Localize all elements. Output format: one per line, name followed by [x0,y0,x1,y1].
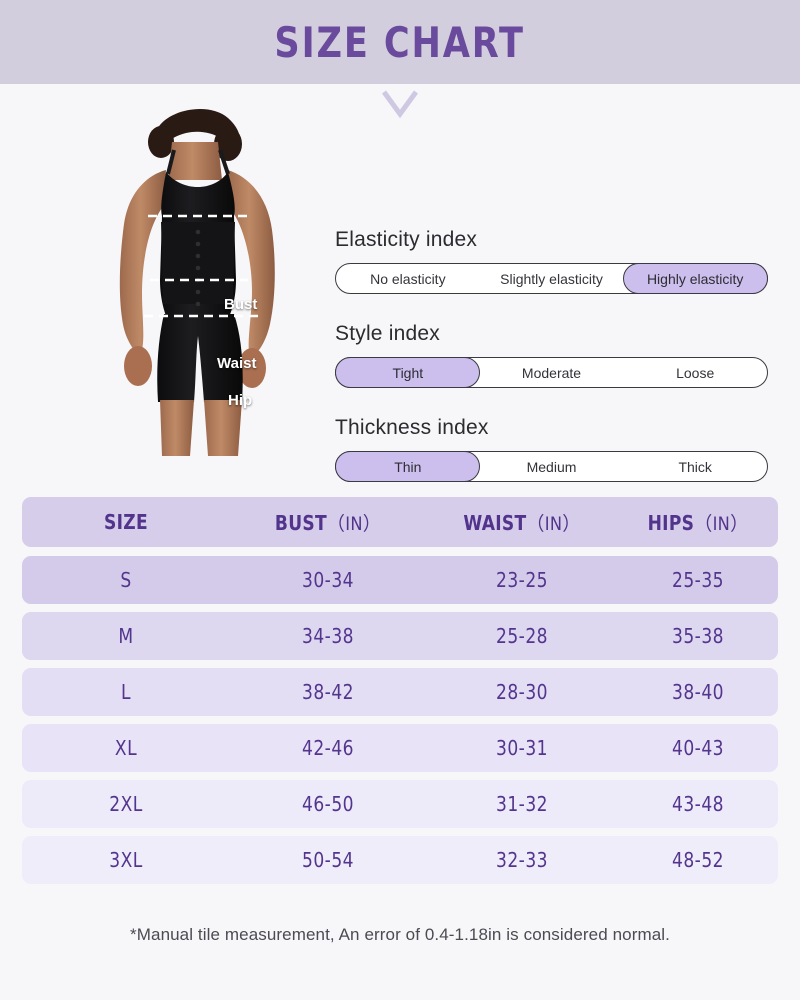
style-active-highlight [335,357,481,388]
elasticity-option-highly[interactable]: Highly elasticity [646,270,744,287]
column-header-hips-unit: （IN） [694,512,749,535]
column-header-waist-label: WAIST [463,510,527,535]
column-header-bust-label: BUST [274,510,327,535]
cell-bust: 42-46 [301,736,355,760]
cell-size: 3XL [109,848,143,872]
measurement-disclaimer: *Manual tile measurement, An error of 0.… [130,925,670,944]
thickness-option-medium[interactable]: Medium [526,458,577,475]
column-header-size: SIZE [104,510,148,534]
table-row: 3XL 50-54 32-33 48-52 [22,836,778,884]
model-photo: Bust Waist Hip [62,104,324,456]
style-option-tight[interactable]: Tight [392,364,424,381]
cell-bust: 50-54 [301,848,355,872]
cell-hips: 40-43 [671,736,725,760]
elasticity-index-track[interactable]: No elasticity Slightly elasticity Highly… [335,263,768,294]
cell-bust: 38-42 [301,680,355,704]
hip-measure-label: Hip [228,392,253,409]
thickness-index-block: Thickness index Thin Medium Thick [335,416,768,482]
top-section: Bust Waist Hip Elasticity index No elast… [0,96,800,482]
style-index-block: Style index Tight Moderate Loose [335,322,768,388]
table-body: S 30-34 23-25 25-35 M 34-38 25-28 35-38 L 38-42 28… [22,556,778,884]
elasticity-option-slightly[interactable]: Slightly elasticity [500,270,603,287]
cell-size: 2XL [109,792,143,816]
table-row: 2XL 46-50 31-32 43-48 [22,780,778,828]
cell-waist: 23-25 [495,568,549,592]
cell-size: M [118,624,134,648]
table-row: S 30-34 23-25 25-35 [22,556,778,604]
table-row: M 34-38 25-28 35-38 [22,612,778,660]
thickness-option-thick[interactable]: Thick [678,458,712,475]
thickness-index-track[interactable]: Thin Medium Thick [335,451,768,482]
elasticity-option-no[interactable]: No elasticity [370,270,446,287]
cell-size: L [120,680,132,704]
style-option-loose[interactable]: Loose [676,364,715,381]
style-option-moderate[interactable]: Moderate [521,364,582,381]
thickness-option-thin[interactable]: Thin [394,458,422,475]
table-row: L 38-42 28-30 38-40 [22,668,778,716]
cell-size: XL [114,736,138,760]
table-row: XL 42-46 30-31 40-43 [22,724,778,772]
style-index-title: Style index [335,322,440,345]
cell-waist: 25-28 [495,624,549,648]
cell-waist: 30-31 [495,736,549,760]
cell-bust: 34-38 [301,624,355,648]
index-list: Elasticity index No elasticity Slightly … [335,228,768,482]
cell-hips: 35-38 [671,624,725,648]
waist-measure-label: Waist [217,355,257,372]
cell-waist: 31-32 [495,792,549,816]
column-header-waist: WAIST（IN） [431,509,613,536]
cell-bust: 46-50 [301,792,355,816]
bust-measure-label: Bust [224,296,258,313]
page-title: SIZE CHART [274,17,526,67]
column-header-hips: HIPS（IN） [622,509,774,536]
table-header-row: SIZE BUST（IN） WAIST（IN） HIPS（IN） [22,497,778,547]
cell-hips: 38-40 [671,680,725,704]
cell-hips: 48-52 [671,848,725,872]
header-bar: SIZE CHART [0,0,800,84]
column-header-waist-unit: （IN） [526,512,581,535]
thickness-index-title: Thickness index [335,416,489,439]
cell-waist: 28-30 [495,680,549,704]
column-header-hips-label: HIPS [647,510,695,535]
column-header-bust: BUST（IN） [235,509,421,536]
thickness-active-highlight [335,451,481,482]
cell-hips: 43-48 [671,792,725,816]
cell-size: S [120,568,132,592]
style-index-track[interactable]: Tight Moderate Loose [335,357,768,388]
column-header-bust-unit: （IN） [326,512,382,535]
cell-bust: 30-34 [301,568,355,592]
elasticity-active-highlight [622,263,768,294]
elasticity-index-title: Elasticity index [335,228,478,251]
chevron-down-icon [0,88,800,118]
elasticity-index-block: Elasticity index No elasticity Slightly … [335,228,768,294]
size-table: SIZE BUST（IN） WAIST（IN） HIPS（IN） S 30-34 2… [22,497,778,892]
cell-hips: 25-35 [671,568,725,592]
cell-waist: 32-33 [495,848,549,872]
